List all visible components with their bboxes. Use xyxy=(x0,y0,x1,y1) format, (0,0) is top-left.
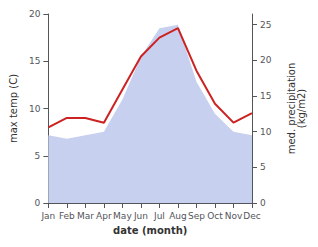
svg-text:Feb: Feb xyxy=(59,211,75,221)
svg-text:15: 15 xyxy=(260,91,271,101)
svg-text:(kg/m2): (kg/m2) xyxy=(296,89,307,129)
svg-text:5: 5 xyxy=(260,162,266,172)
svg-text:date (month): date (month) xyxy=(113,225,187,236)
svg-text:Mar: Mar xyxy=(77,211,94,221)
svg-text:max temp (C): max temp (C) xyxy=(8,74,19,143)
svg-text:0: 0 xyxy=(35,198,41,208)
svg-text:20: 20 xyxy=(260,55,272,65)
svg-text:May: May xyxy=(113,211,132,221)
svg-text:10: 10 xyxy=(29,104,41,114)
svg-text:5: 5 xyxy=(35,151,41,161)
svg-text:15: 15 xyxy=(29,56,40,66)
svg-text:Jan: Jan xyxy=(40,211,55,221)
svg-text:Oct: Oct xyxy=(207,211,223,221)
svg-text:Apr: Apr xyxy=(96,211,112,221)
svg-text:Dec: Dec xyxy=(243,211,260,221)
svg-text:med. precipitation: med. precipitation xyxy=(285,62,297,155)
svg-text:Jun: Jun xyxy=(133,211,148,221)
svg-text:20: 20 xyxy=(29,9,41,19)
svg-text:Sep: Sep xyxy=(188,211,205,221)
svg-text:10: 10 xyxy=(260,127,272,137)
svg-text:Aug: Aug xyxy=(169,211,187,221)
svg-text:25: 25 xyxy=(260,20,271,30)
svg-text:Nov: Nov xyxy=(225,211,243,221)
svg-text:0: 0 xyxy=(260,198,266,208)
svg-text:Jul: Jul xyxy=(153,211,165,221)
